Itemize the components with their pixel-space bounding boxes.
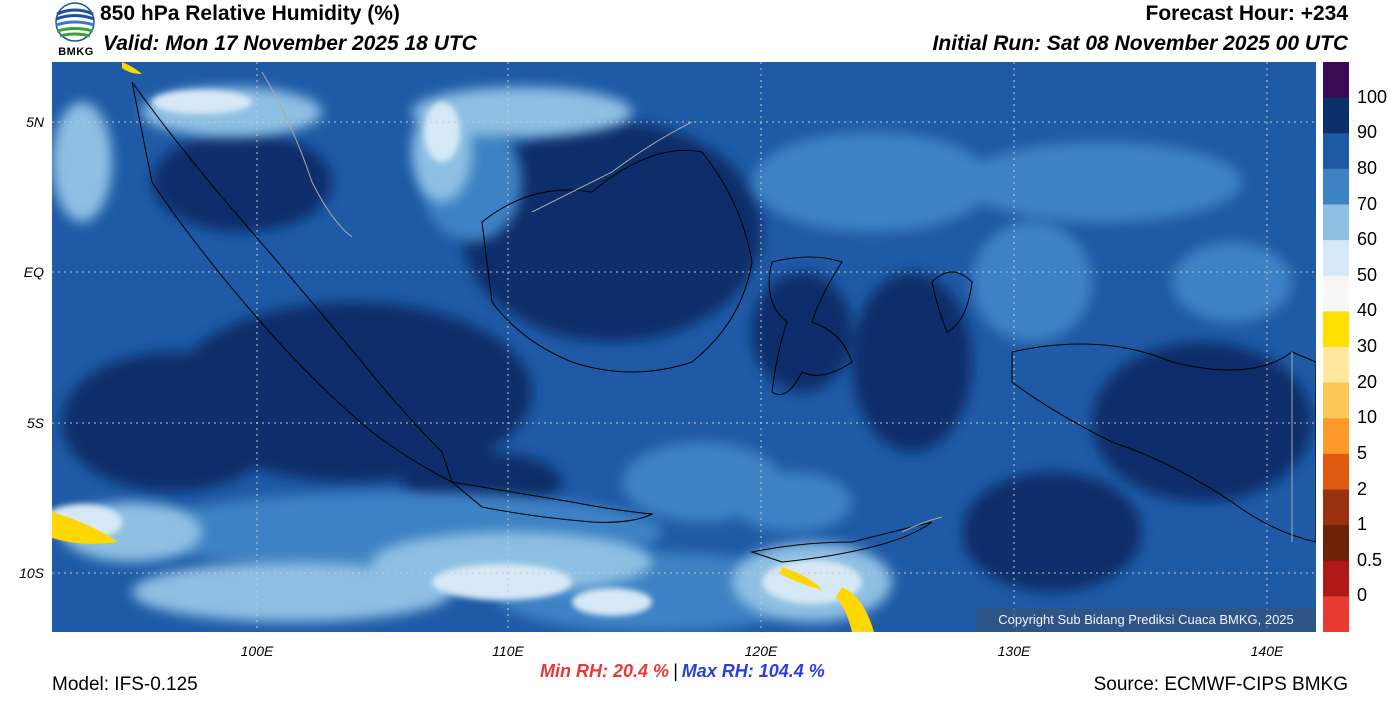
lon-label-130e: 130E [997, 643, 1031, 659]
colorbar-label: 5 [1357, 442, 1368, 463]
borders [261, 71, 1293, 542]
source-label: Source: ECMWF-CIPS BMKG [1093, 674, 1348, 695]
colorbar-label: 30 [1357, 336, 1378, 356]
colorbar-swatch [1323, 347, 1349, 384]
colorbar-swatch [1323, 62, 1349, 99]
colorbar-swatch [1323, 453, 1349, 491]
malaya-border [261, 71, 353, 238]
colorbar-svg [1323, 62, 1349, 633]
colorbar-swatch [1323, 418, 1349, 455]
forecast-hour: Forecast Hour: +234 [1145, 2, 1349, 25]
colorbar-label: 90 [1357, 122, 1378, 143]
lon-label-120e: 120E [744, 643, 778, 659]
map-title: 850 hPa Relative Humidity (%) [100, 2, 400, 25]
sabah-border [531, 121, 693, 213]
lat-label-10s: 10S [19, 565, 44, 581]
max-rh: Max RH: 104.4 % [681, 661, 825, 681]
colorbar-swatch [1323, 596, 1349, 633]
lat-label-5n: 5N [26, 114, 44, 130]
lat-label-eq: EQ [23, 264, 44, 280]
rh-summary: Min RH: 20.4 % | Max RH: 104.4 % [540, 661, 825, 682]
min-rh: Min RH: 20.4 % [540, 661, 670, 681]
colorbar-swatch [1323, 489, 1349, 526]
colorbar-label: 0.5 [1357, 549, 1383, 570]
colorbar-swatch [1323, 168, 1349, 206]
colorbar-swatch [1323, 560, 1349, 597]
bmkg-logo-icon [55, 2, 95, 42]
colorbar-label: 10 [1357, 407, 1378, 428]
colorbar-swatch [1323, 133, 1349, 170]
nusa-tenggara-coast [750, 521, 933, 563]
colorbar-swatch [1323, 382, 1349, 419]
lon-label-140e: 140E [1250, 643, 1284, 659]
colorbar-label: 100 [1357, 86, 1388, 107]
very-moist-zones [62, 122, 1312, 592]
humidity-map [42, 62, 1317, 632]
colorbar-swatch [1323, 525, 1349, 562]
colorbar-label: 80 [1357, 157, 1378, 178]
colorbar-swatch [1323, 97, 1349, 134]
bmkg-logo [52, 2, 98, 60]
papua-coast [1011, 343, 1317, 543]
rh-separator: | [673, 661, 678, 681]
colorbar-label: 40 [1357, 300, 1378, 321]
colorbar-label: 50 [1357, 264, 1378, 285]
lon-label-110e: 110E [492, 643, 524, 659]
humidity-map-svg [42, 62, 1317, 632]
copyright-notice: Copyright Sub Bidang Prediksi Cuaca BMKG… [976, 608, 1316, 632]
model-label: Model: IFS-0.125 [52, 674, 198, 695]
colorbar-label: 70 [1357, 193, 1378, 214]
mid-humidity-zones [142, 122, 1292, 632]
colorbar-label: 2 [1357, 478, 1368, 499]
borneo-coast [481, 149, 753, 373]
colorbar-swatch [1323, 204, 1349, 241]
timor-border [901, 516, 943, 533]
colorbar-label: 20 [1357, 371, 1378, 392]
colorbar-swatch [1323, 240, 1349, 277]
colorbar-label: 1 [1357, 514, 1368, 535]
colorbar-label: 60 [1357, 229, 1378, 250]
sulawesi-coast [768, 256, 853, 395]
graticule [52, 62, 1316, 632]
colorbar [1323, 62, 1349, 633]
logo-text: BMKG [58, 46, 94, 58]
java-coast [450, 481, 654, 523]
valid-time: Valid: Mon 17 November 2025 18 UTC [103, 32, 477, 55]
halmahera-coast [931, 271, 973, 333]
colorbar-label: 0 [1357, 585, 1368, 606]
lon-label-100e: 100E [240, 643, 274, 659]
colorbar-swatch [1323, 311, 1349, 348]
sumatra-coast [131, 81, 453, 483]
colorbar-swatch [1323, 275, 1349, 312]
coastlines [131, 81, 1317, 563]
initial-run: Initial Run: Sat 08 November 2025 00 UTC [932, 32, 1348, 55]
lat-label-5s: 5S [26, 415, 44, 431]
